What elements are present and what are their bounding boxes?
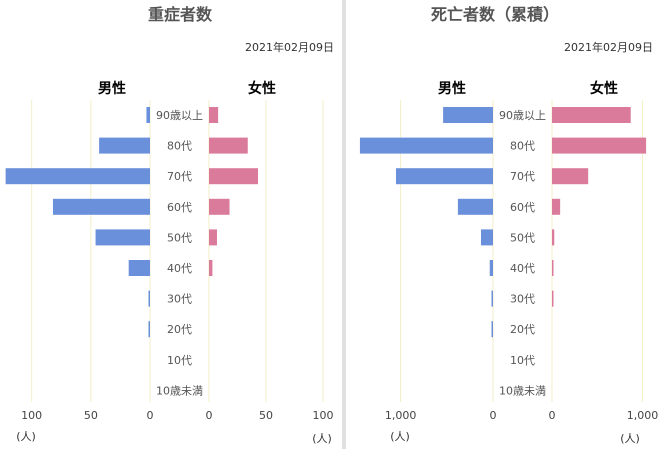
bar-male-5 [128, 260, 150, 276]
category-label: 10代 [510, 354, 535, 367]
bar-female-5 [552, 260, 554, 276]
category-label: 70代 [167, 170, 192, 183]
bar-male-0 [443, 107, 493, 123]
unit-label-right: (人) [312, 432, 332, 445]
category-label: 60代 [167, 201, 192, 214]
bar-male-5 [489, 260, 493, 276]
panel-divider [342, 0, 346, 449]
category-label: 90歳以上 [156, 109, 203, 122]
male-label: 男性 [438, 80, 466, 97]
unit-label-left: (人) [16, 430, 36, 443]
category-label: 40代 [510, 262, 535, 275]
male-label: 男性 [98, 80, 126, 97]
bar-male-1 [99, 137, 150, 154]
bar-female-5 [209, 260, 213, 276]
x-tick-label-right: 0 [206, 409, 213, 422]
bar-female-3 [209, 198, 230, 215]
bar-female-4 [552, 229, 555, 246]
bar-male-6 [491, 290, 493, 307]
bar-male-7 [148, 321, 150, 338]
x-tick-label-right: 0 [549, 409, 556, 422]
bar-female-1 [209, 137, 248, 154]
category-label: 30代 [510, 293, 535, 306]
category-label: 80代 [167, 140, 192, 153]
bar-female-1 [552, 137, 647, 154]
category-label: 10歳未満 [156, 384, 203, 397]
bar-female-4 [209, 229, 217, 246]
x-tick-label-left: 100 [21, 409, 42, 422]
category-label: 70代 [510, 170, 535, 183]
chart-title: 重症者数 [148, 5, 213, 24]
category-label: 10代 [167, 354, 192, 367]
bar-female-6 [552, 290, 554, 307]
unit-label-right: (人) [620, 432, 640, 445]
x-tick-label-left: 0 [490, 409, 497, 422]
chart-title: 死亡者数（累積） [431, 5, 559, 24]
category-label: 90歳以上 [499, 109, 546, 122]
bar-female-0 [209, 107, 219, 123]
bar-female-0 [552, 107, 631, 123]
x-tick-label-right: 100 [313, 409, 334, 422]
bar-female-2 [552, 168, 589, 185]
category-label: 80代 [510, 140, 535, 153]
bar-male-0 [146, 107, 150, 123]
category-label: 40代 [167, 262, 192, 275]
bar-female-2 [209, 168, 259, 185]
bar-male-2 [395, 168, 493, 185]
female-label: 女性 [590, 80, 618, 97]
x-tick-label-left: 50 [84, 409, 98, 422]
bar-male-7 [491, 321, 493, 338]
female-label: 女性 [248, 80, 276, 97]
category-label: 30代 [167, 293, 192, 306]
bar-male-2 [5, 168, 151, 185]
category-label: 10歳未満 [499, 384, 546, 397]
x-tick-label-right: 1,000 [627, 409, 659, 422]
bar-female-3 [552, 198, 561, 215]
x-tick-label-left: 0 [147, 409, 154, 422]
bar-male-1 [359, 137, 493, 154]
bar-male-4 [95, 229, 150, 246]
category-label: 50代 [167, 231, 192, 244]
bar-male-3 [52, 198, 150, 215]
unit-label-left: (人) [390, 430, 410, 443]
chart-date: 2021年02月09日 [245, 40, 334, 54]
x-tick-label-left: 1,000 [385, 409, 417, 422]
category-label: 20代 [167, 323, 192, 336]
category-label: 20代 [510, 323, 535, 336]
x-tick-label-right: 50 [259, 409, 273, 422]
bar-male-4 [480, 229, 493, 246]
category-label: 50代 [510, 231, 535, 244]
bar-male-3 [457, 198, 493, 215]
chart-date: 2021年02月09日 [564, 40, 653, 54]
category-label: 60代 [510, 201, 535, 214]
bar-male-6 [148, 290, 150, 307]
